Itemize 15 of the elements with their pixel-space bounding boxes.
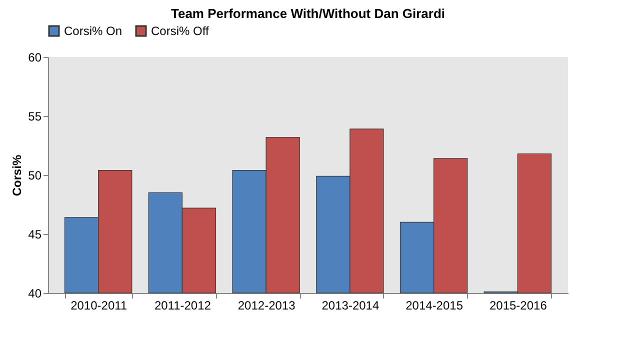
y-tick-label: 60 [28, 50, 42, 64]
chart-title: Team Performance With/Without Dan Girardi [170, 6, 446, 21]
y-tick-label: 45 [28, 228, 42, 242]
legend-label: Corsi% On [64, 24, 122, 38]
x-tick-label: 2012-2013 [238, 298, 296, 312]
y-tick-label: 55 [28, 110, 42, 124]
x-tick-label: 2014-2015 [406, 298, 464, 312]
x-tick-label: 2015-2016 [489, 298, 548, 312]
x-tick-label: 2010-2011 [70, 298, 128, 312]
y-tick-label: 40 [28, 286, 42, 300]
legend-label: Corsi% Off [151, 24, 210, 38]
y-tick-label: 50 [28, 168, 42, 182]
y-axis-title: Corsi% [10, 154, 24, 196]
x-tick-label: 2011-2012 [154, 298, 212, 312]
x-tick-label: 2013-2014 [322, 298, 380, 312]
